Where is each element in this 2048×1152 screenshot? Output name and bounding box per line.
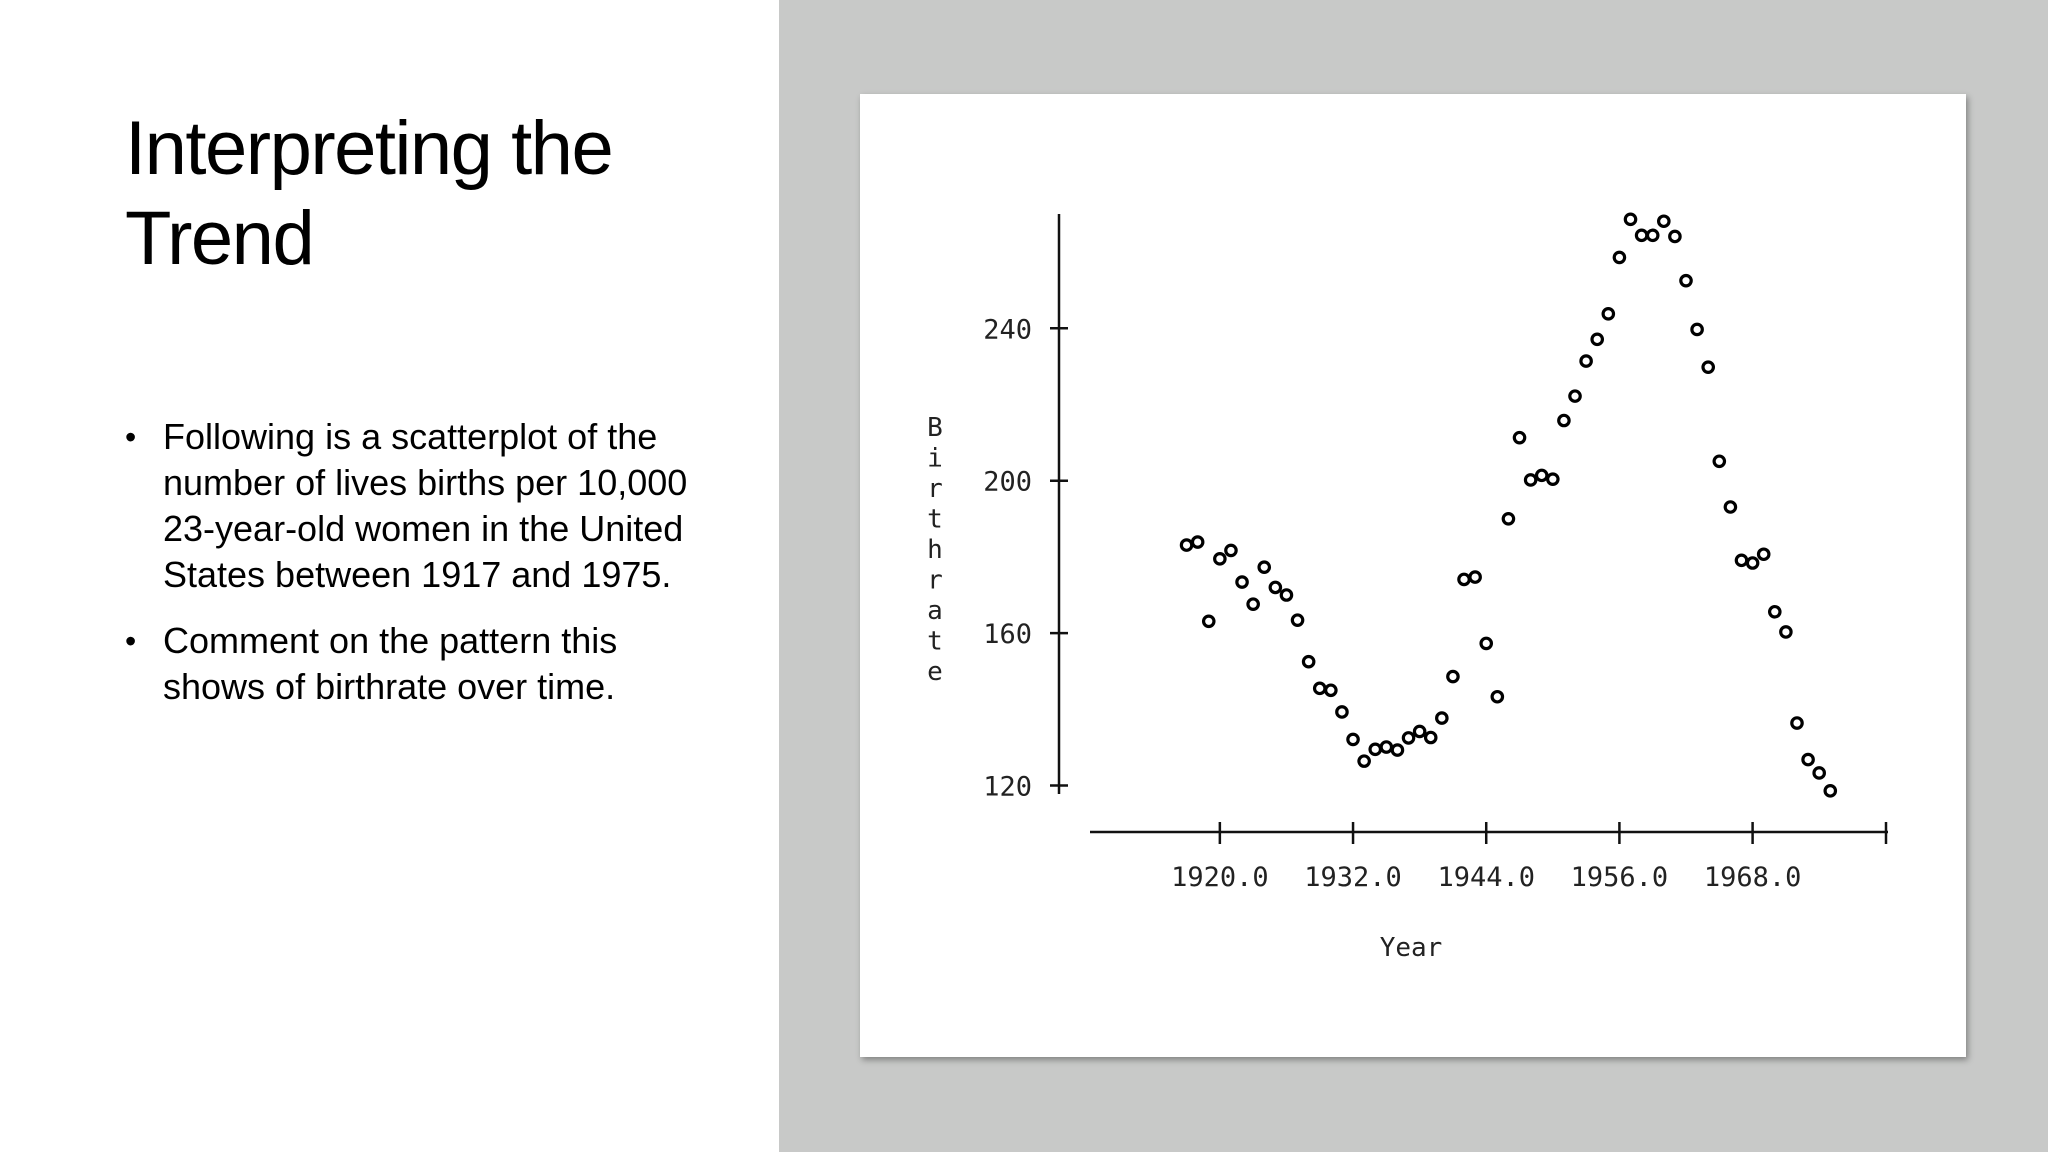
data-point [1290, 613, 1305, 627]
y-axis-label-letter: h [927, 535, 943, 565]
data-point [1457, 572, 1471, 587]
data-point [1246, 597, 1260, 611]
data-point [1368, 742, 1383, 757]
y-tick-label: 240 [983, 314, 1032, 345]
data-point [1712, 454, 1727, 469]
data-points [1179, 212, 1838, 798]
data-point [1423, 730, 1438, 745]
data-point [1179, 538, 1194, 552]
bullet-item: Following is a scatterplot of the number… [125, 414, 705, 598]
data-point [1501, 512, 1516, 526]
data-point [1490, 689, 1505, 704]
data-point [1756, 547, 1771, 562]
data-point [1512, 430, 1527, 445]
y-axis-label-letter: a [927, 596, 943, 626]
y-axis-label-letter: t [927, 505, 943, 535]
y-tick-label: 200 [983, 467, 1032, 498]
bullet-list: Following is a scatterplot of the number… [125, 414, 705, 730]
data-point [1579, 354, 1593, 368]
x-tick-label: 1932.0 [1304, 862, 1402, 893]
data-point [1190, 535, 1205, 549]
data-point [1568, 389, 1582, 403]
data-point [1734, 553, 1749, 568]
y-axis-label-letter: t [927, 627, 943, 657]
y-axis-label-letter: r [927, 566, 943, 596]
data-point [1268, 580, 1283, 595]
data-point [1324, 683, 1338, 698]
data-point [1679, 273, 1693, 288]
data-point [1235, 575, 1249, 589]
data-point [1523, 473, 1538, 487]
data-point [1435, 711, 1449, 725]
y-tick-label: 160 [983, 619, 1032, 650]
data-point [1645, 228, 1660, 243]
data-point [1767, 604, 1782, 619]
data-point [1701, 360, 1716, 374]
data-point [1723, 500, 1738, 514]
data-point [1557, 413, 1571, 428]
data-point [1657, 214, 1671, 229]
data-point [1379, 740, 1394, 754]
data-point [1823, 784, 1838, 798]
data-point [1357, 754, 1371, 768]
x-axis-ticks: 1920.0 1932.0 1944.0 1956.0 1968.0 [1171, 822, 1888, 893]
data-point [1279, 588, 1294, 602]
data-point [1790, 716, 1804, 730]
slide-title: Interpreting the Trend [125, 106, 614, 281]
x-axis-label: Year [1380, 933, 1443, 963]
data-point [1201, 614, 1216, 629]
birthrate-scatterplot: 120 160 200 240 1920.0 1932.0 1944.0 1956.0 196… [927, 212, 1888, 963]
data-point [1601, 307, 1616, 321]
data-point [1224, 543, 1238, 558]
data-point [1623, 212, 1638, 227]
data-point [1634, 228, 1649, 243]
data-point [1257, 560, 1272, 574]
data-point [1534, 468, 1549, 483]
y-axis-label-letter: e [927, 657, 943, 687]
data-point [1390, 743, 1405, 757]
data-point [1812, 766, 1826, 780]
x-tick-label: 1956.0 [1571, 862, 1669, 893]
data-point [1401, 731, 1416, 745]
y-tick-label: 120 [983, 772, 1032, 803]
data-point [1546, 472, 1560, 486]
data-point [1335, 705, 1349, 719]
scatterplot-card: 120 160 200 240 1920.0 1932.0 1944.0 1956.0 196… [860, 94, 1966, 1057]
y-axis-label-letter: B [927, 413, 943, 443]
data-point [1779, 625, 1793, 639]
slide-text-panel: Interpreting the Trend Following is a sc… [0, 0, 779, 1152]
data-point [1479, 636, 1494, 651]
data-point [1468, 570, 1482, 584]
data-point [1446, 669, 1460, 684]
data-point [1612, 250, 1627, 265]
data-point [1668, 229, 1682, 244]
y-axis-label-letter: r [927, 474, 943, 504]
bullet-item: Comment on the pattern this shows of bir… [125, 618, 705, 710]
data-point [1745, 556, 1760, 570]
data-point [1690, 322, 1704, 337]
y-axis-label-letter: i [927, 444, 943, 474]
y-axis-ticks: 120 160 200 240 [983, 314, 1068, 803]
data-point [1346, 732, 1360, 747]
x-tick-label: 1944.0 [1437, 862, 1535, 893]
data-point [1213, 552, 1227, 566]
data-point [1801, 752, 1815, 767]
x-tick-label: 1920.0 [1171, 862, 1269, 893]
data-point [1312, 681, 1327, 696]
data-point [1590, 332, 1605, 347]
data-point [1412, 724, 1427, 739]
data-point [1301, 654, 1316, 669]
x-tick-label: 1968.0 [1704, 862, 1802, 893]
